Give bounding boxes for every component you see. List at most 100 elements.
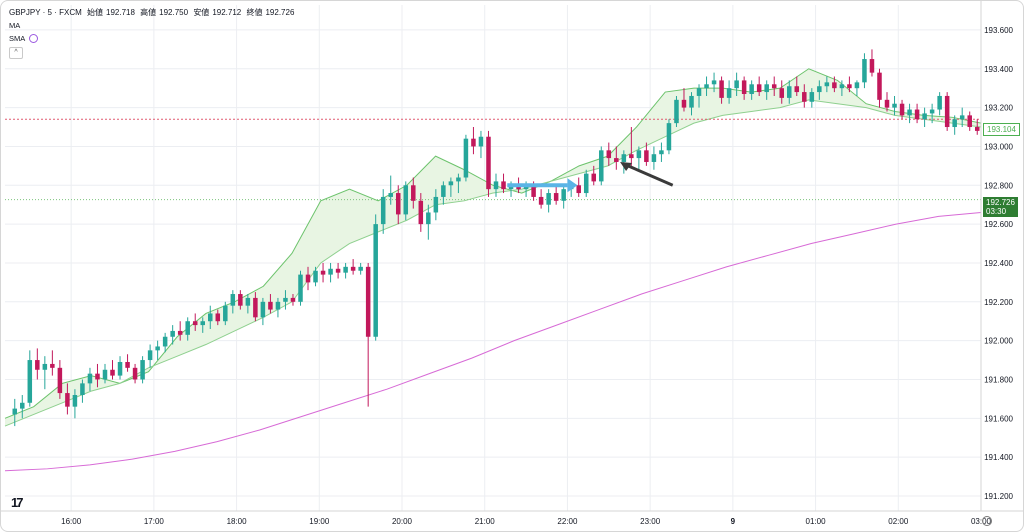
- candle-up: [162, 336, 168, 347]
- candle-up: [102, 369, 108, 380]
- x-tick-label: 16:00: [61, 517, 82, 526]
- candle-down: [215, 313, 221, 322]
- x-tick-label: 18:00: [227, 517, 248, 526]
- x-tick-label: 03:00: [971, 517, 992, 526]
- y-tick-label: 191.600: [984, 414, 1013, 423]
- x-tick-label: 17:00: [144, 517, 165, 526]
- x-tick-label: 19:00: [309, 517, 330, 526]
- candle-up: [117, 362, 123, 376]
- candle-down: [538, 196, 544, 205]
- candle-up: [561, 189, 566, 201]
- x-tick-label: 20:00: [392, 517, 413, 526]
- low-value: 192.712: [212, 8, 242, 17]
- candle-down: [914, 109, 920, 120]
- candle-up: [952, 119, 957, 128]
- candle-up: [824, 82, 830, 87]
- candle-up: [433, 196, 439, 213]
- y-tick-label: 192.800: [984, 181, 1013, 190]
- indicator-settings-icon[interactable]: [29, 34, 39, 43]
- dark-arrow-shaft: [625, 163, 674, 187]
- candle-up: [749, 84, 754, 95]
- y-tick-label: 192.200: [984, 298, 1013, 307]
- candle-up: [283, 297, 288, 302]
- open-label: 始値: [87, 8, 103, 17]
- candle-down: [719, 80, 724, 98]
- x-tick-label: 23:00: [640, 517, 661, 526]
- candle-up: [787, 86, 792, 98]
- x-tick-label: 22:00: [557, 517, 578, 526]
- candle-up: [245, 297, 251, 306]
- y-tick-label: 191.800: [984, 375, 1013, 384]
- candle-down: [802, 92, 807, 102]
- y-tick-label: 193.400: [984, 65, 1013, 74]
- candle-up: [373, 224, 378, 337]
- candle-up: [380, 196, 386, 225]
- candle-up: [223, 305, 228, 322]
- candle-up: [651, 154, 657, 162]
- candle-down: [268, 301, 273, 310]
- candle-down: [847, 84, 852, 89]
- x-tick-label: 21:00: [475, 517, 496, 526]
- candle-up: [87, 373, 93, 384]
- candle-up: [20, 402, 25, 409]
- candle-down: [967, 115, 972, 128]
- candle-down: [411, 185, 416, 201]
- close-label: 終値: [246, 8, 263, 17]
- candle-up: [140, 360, 145, 380]
- candle-up: [185, 321, 190, 335]
- candle-down: [531, 185, 536, 197]
- candle-up: [403, 185, 409, 215]
- candle-up: [42, 363, 48, 370]
- ma-price-tag-value: 193.104: [987, 125, 1016, 134]
- close-value: 192.726: [265, 8, 295, 17]
- candle-up: [343, 266, 348, 273]
- candle-up: [275, 301, 281, 310]
- last-price-value: 192.726: [986, 198, 1015, 207]
- candle-up: [441, 185, 446, 197]
- candle-down: [794, 86, 800, 93]
- candle-down: [320, 270, 326, 275]
- candle-down: [132, 367, 138, 380]
- x-tick-label: 01:00: [806, 517, 827, 526]
- candle-down: [253, 297, 258, 318]
- candle-down: [350, 266, 356, 271]
- candle-down: [238, 294, 243, 306]
- candle-up: [456, 177, 461, 182]
- candle-up: [388, 193, 393, 197]
- candle-up: [839, 84, 845, 89]
- candle-up: [328, 268, 333, 275]
- candle-down: [365, 266, 371, 337]
- candle-down: [486, 136, 491, 190]
- candle-down: [177, 330, 183, 335]
- candle-up: [27, 360, 33, 403]
- candle-up: [260, 301, 266, 318]
- sma-indicator[interactable]: SMA: [9, 34, 39, 43]
- candle-down: [606, 150, 612, 159]
- candle-up: [546, 193, 551, 205]
- axis-settings-icon[interactable]: [982, 516, 992, 526]
- candle-up: [704, 84, 709, 89]
- candle-down: [305, 274, 311, 283]
- candle-up: [711, 80, 717, 85]
- candle-up: [358, 266, 363, 271]
- candle-up: [170, 330, 175, 337]
- candle-down: [944, 95, 950, 128]
- candle-down: [877, 72, 882, 100]
- candle-up: [659, 150, 664, 155]
- candle-down: [395, 193, 401, 215]
- candle-up: [200, 321, 205, 326]
- symbol-label[interactable]: GBPJPY · 5 · FXCM: [9, 8, 82, 17]
- candle-up: [862, 59, 867, 83]
- candle-down: [899, 103, 905, 116]
- candle-down: [974, 127, 980, 131]
- candle-up: [892, 103, 897, 108]
- ma-indicator-label: MA: [9, 21, 21, 30]
- collapse-legend-button[interactable]: ^: [9, 47, 23, 59]
- candle-up: [230, 294, 236, 306]
- ma-indicator[interactable]: MA: [9, 21, 20, 30]
- candle-down: [418, 200, 424, 225]
- tradingview-logo-icon[interactable]: 17: [11, 495, 24, 510]
- candle-down: [57, 367, 63, 394]
